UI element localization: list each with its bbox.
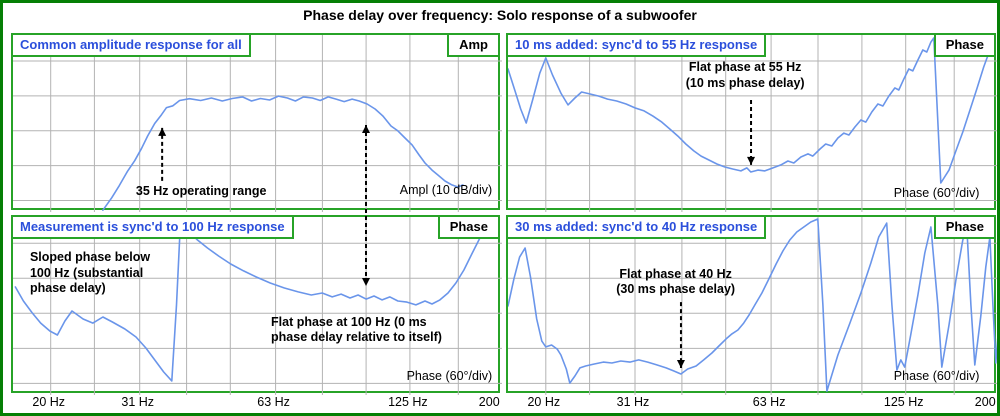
annotation-phase-0ms-100hz-0: Sloped phase below 100 Hz (substantial pha… — [29, 250, 151, 296]
panel-title-0ms: Measurement is sync'd to 100 Hz response — [11, 215, 294, 239]
frequency-axis-right: 20 Hz 31 Hz 63 Hz 125 Hz 200 — [506, 393, 996, 413]
axis-tick-63-hz: 63 Hz — [257, 395, 290, 409]
amplitude-plot — [13, 35, 502, 212]
axis-tick-31-hz: 31 Hz — [616, 395, 650, 409]
corner-label-phase-2: Phase — [437, 215, 500, 239]
scale-label-amplitude: Ampl (10 dB/div) — [399, 182, 493, 197]
annotation-phase-10ms-55hz-0: Flat phase at 55 Hz (10 ms phase delay) — [685, 60, 805, 90]
corner-label-phase-1: Phase — [933, 33, 996, 57]
phase-30ms-plot — [508, 217, 997, 395]
amplitude-response — [102, 95, 464, 211]
panel-phase-10ms: 10 ms added: sync'd to 55 Hz response Ph… — [506, 33, 997, 212]
panel-title-10ms: 10 ms added: sync'd to 55 Hz response — [506, 33, 767, 57]
corner-label-phase-3: Phase — [933, 215, 996, 239]
frequency-axis-left: 20 Hz 31 Hz 63 Hz 125 Hz 200 — [11, 393, 500, 413]
phase-0ms-plot — [13, 217, 502, 395]
annotation-phase-30ms-40hz-0: Flat phase at 40 Hz (30 ms phase delay) — [616, 266, 736, 297]
scale-label-phase-1: Phase (60°/div) — [893, 185, 980, 200]
phase-response-30ms — [508, 218, 997, 392]
axis-tick-31-hz: 31 Hz — [121, 395, 155, 409]
corner-label-amp: Amp — [447, 33, 500, 57]
axis-tick-200: 200 — [974, 395, 996, 409]
panel-phase-0ms: Measurement is sync'd to 100 Hz response… — [11, 215, 502, 395]
scale-label-phase-3: Phase (60°/div) — [893, 369, 980, 384]
axis-tick-125-hz: 125 Hz — [883, 395, 924, 409]
panel-amplitude-common: Common amplitude response for all Amp Am… — [11, 33, 502, 212]
page-title: Phase delay over frequency: Solo respons… — [303, 7, 697, 23]
annotation-amp-common-0: 35 Hz operating range — [135, 184, 267, 199]
axis-tick-20-hz: 20 Hz — [527, 395, 561, 409]
axis-tick-200: 200 — [478, 395, 500, 409]
scale-label-phase-2: Phase (60°/div) — [406, 368, 493, 383]
panel-title-30ms: 30 ms added: sync'd to 40 Hz response — [506, 215, 767, 239]
axis-tick-63-hz: 63 Hz — [752, 395, 786, 409]
phase-10ms-plot — [508, 35, 997, 212]
phase-response-0ms — [14, 218, 494, 382]
axis-tick-125-hz: 125 Hz — [388, 395, 428, 409]
axis-tick-20-hz: 20 Hz — [32, 395, 66, 409]
phase-response-10ms — [508, 37, 996, 184]
annotation-phase-0ms-100hz-1: Flat phase at 100 Hz (0 ms phase delay re… — [271, 314, 442, 345]
panel-phase-30ms: 30 ms added: sync'd to 40 Hz response Ph… — [506, 215, 997, 395]
panel-title-amplitude: Common amplitude response for all — [11, 33, 251, 57]
